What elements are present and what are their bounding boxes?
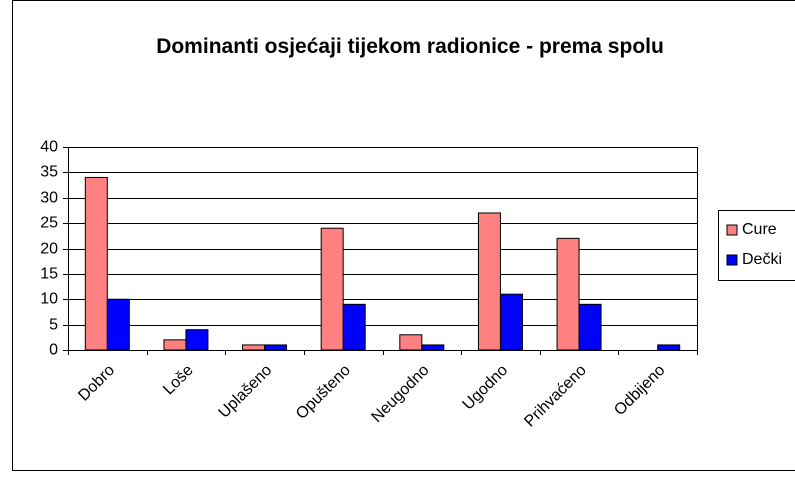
bar [657, 344, 681, 351]
bar [106, 298, 130, 351]
y-tick-label: 15 [40, 266, 58, 283]
chart-title: Dominanti osjećaji tijekom radionice - p… [156, 35, 664, 58]
legend-label: Cure [742, 221, 777, 238]
bar [242, 344, 266, 351]
bar [499, 293, 523, 351]
bar [578, 303, 602, 351]
y-tick-label: 0 [49, 342, 58, 359]
bar [185, 329, 209, 351]
y-tick-label: 10 [40, 291, 58, 308]
y-tick-label: 5 [49, 317, 58, 334]
legend-swatch [726, 254, 738, 266]
bar [399, 334, 423, 351]
legend-box [718, 210, 795, 281]
bar [477, 212, 501, 351]
bar [556, 237, 580, 351]
y-tick-label: 20 [40, 241, 58, 258]
y-tick-label: 30 [40, 190, 58, 207]
y-tick-label: 40 [40, 139, 58, 156]
bar [163, 339, 187, 351]
legend-swatch [726, 224, 738, 236]
bar [342, 303, 366, 351]
chart-border [12, 0, 795, 471]
bar [320, 227, 344, 351]
bar [421, 344, 445, 351]
legend-label: Dečki [742, 251, 782, 268]
bar [264, 344, 288, 351]
bar [84, 176, 108, 351]
y-tick-label: 25 [40, 215, 58, 232]
y-tick-label: 35 [40, 164, 58, 181]
